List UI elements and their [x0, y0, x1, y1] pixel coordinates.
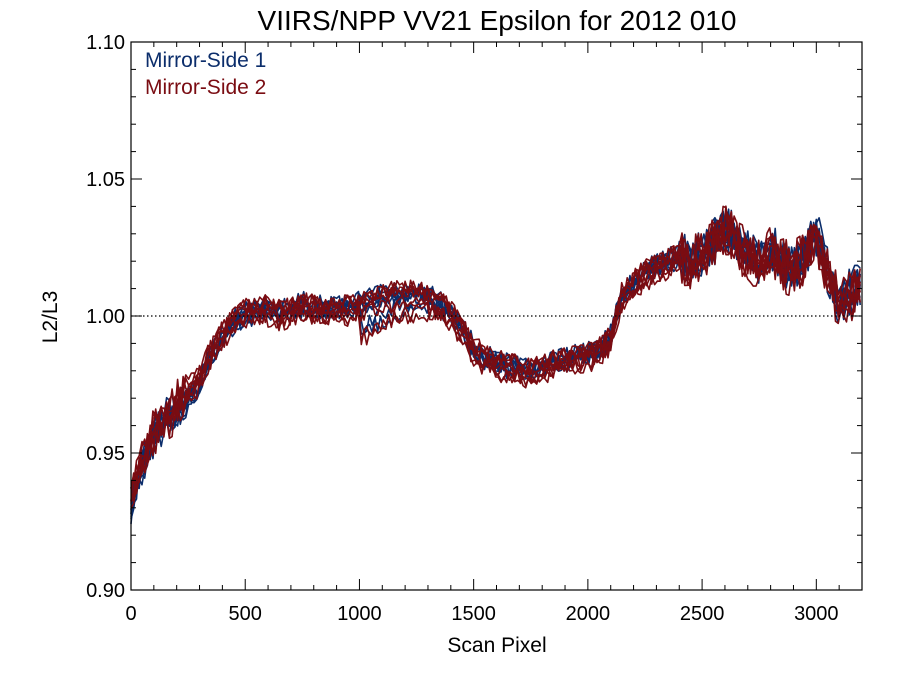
x-tick-label: 1500 — [451, 603, 496, 625]
series-2-line — [130, 209, 861, 503]
y-tick-label: 1.05 — [86, 169, 125, 191]
legend-entry: Mirror-Side 2 — [145, 76, 266, 99]
x-tick-label: 3000 — [794, 603, 839, 625]
series-2-line — [130, 205, 861, 485]
y-tick-label: 0.90 — [86, 580, 125, 602]
legend: Mirror-Side 1 Mirror-Side 2 — [145, 49, 266, 99]
series-2-line — [130, 221, 861, 503]
axis-ticks — [130, 41, 862, 591]
chart-title: VIIRS/NPP VV21 Epsilon for 2012 010 — [258, 5, 737, 36]
x-tick-label: 500 — [229, 603, 262, 625]
tick-labels: 0 500 1000 1500 2000 2500 3000 0.90 0.95 1.00 1.05… — [86, 32, 839, 625]
x-tick-label: 0 — [125, 603, 136, 625]
x-tick-label: 2000 — [566, 603, 611, 625]
series-lines — [130, 205, 861, 525]
y-tick-label: 1.10 — [86, 32, 125, 54]
y-tick-label: 0.95 — [86, 443, 125, 465]
series-2 — [130, 205, 861, 509]
x-tick-label: 2500 — [680, 603, 725, 625]
y-tick-label: 1.00 — [86, 306, 125, 328]
x-tick-label: 1000 — [337, 603, 382, 625]
legend-entry: Mirror-Side 1 — [145, 49, 266, 72]
x-axis-label: Scan Pixel — [447, 634, 546, 657]
y-axis-label: L2/L3 — [39, 291, 62, 344]
plot-frame — [130, 41, 863, 591]
